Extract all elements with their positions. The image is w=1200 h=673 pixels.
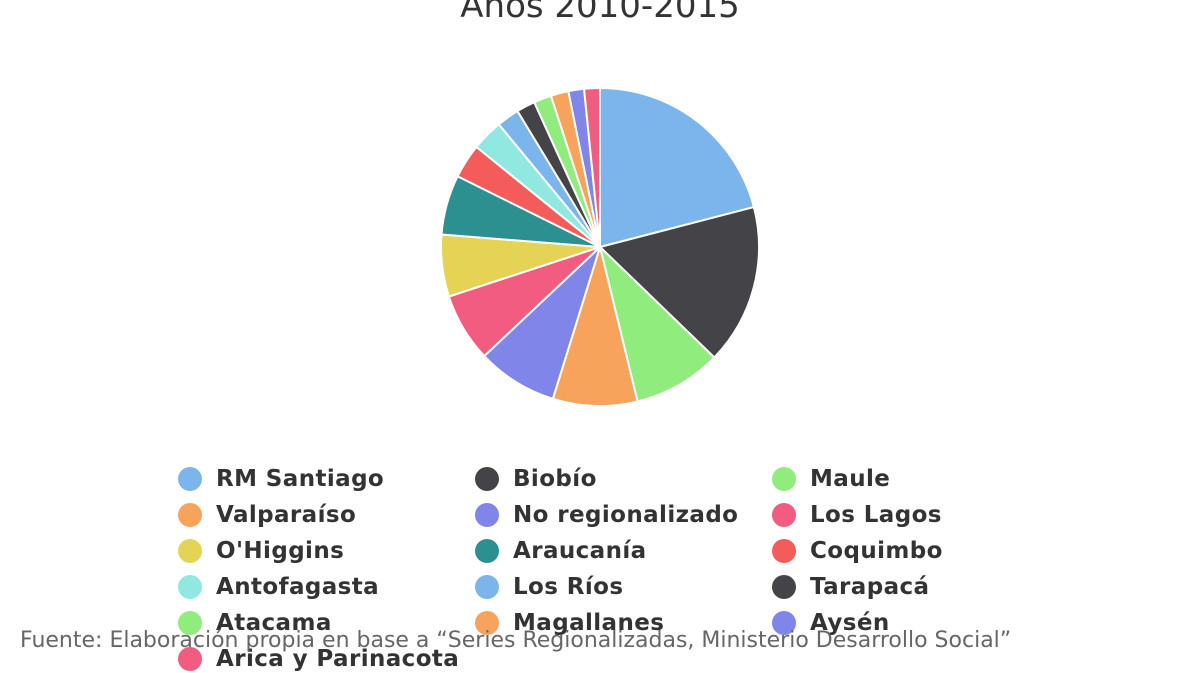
legend-item[interactable]: Atacama [178, 609, 332, 637]
legend-marker [178, 539, 202, 563]
pie-slice-2[interactable] [599, 206, 760, 359]
legend-label: RM Santiago [216, 466, 385, 492]
legend-marker [475, 503, 499, 527]
legend-label: Los Lagos [810, 502, 942, 528]
legend-marker [772, 575, 796, 599]
legend-marker [475, 611, 499, 635]
legend-marker [772, 503, 796, 527]
legend-marker [475, 467, 499, 491]
legend-item[interactable]: Antofagasta [178, 573, 379, 601]
legend-item[interactable]: Valparaíso [178, 501, 356, 529]
legend-label: Aysén [810, 610, 890, 636]
legend-marker [772, 539, 796, 563]
legend-label: Tarapacá [810, 574, 930, 600]
legend-marker [475, 575, 499, 599]
legend-item[interactable]: Magallanes [475, 609, 664, 637]
legend-label: Biobío [513, 466, 597, 492]
legend-marker [178, 611, 202, 635]
legend-label: Coquimbo [810, 538, 943, 564]
legend-marker [475, 539, 499, 563]
legend-marker [772, 611, 796, 635]
legend-label: Maule [810, 466, 891, 492]
legend-marker [178, 503, 202, 527]
legend-label: Araucanía [513, 538, 647, 564]
legend-item[interactable]: Aysén [772, 609, 890, 637]
legend-marker [772, 467, 796, 491]
legend-label: Antofagasta [216, 574, 380, 600]
pie-slice-16[interactable] [583, 87, 601, 248]
legend-item[interactable]: Biobío [475, 465, 597, 493]
legend-item[interactable]: RM Santiago [178, 465, 384, 493]
legend-marker [178, 467, 202, 491]
legend-label: O'Higgins [216, 538, 345, 564]
legend-item[interactable]: Coquimbo [772, 537, 943, 565]
legend-item[interactable]: Araucanía [475, 537, 647, 565]
legend-item[interactable]: Los Ríos [475, 573, 623, 601]
legend-label: Atacama [216, 610, 332, 636]
legend-item[interactable]: Maule [772, 465, 890, 493]
legend-label: Los Ríos [513, 574, 624, 600]
legend-item[interactable]: Tarapacá [772, 573, 929, 601]
source-note: Fuente: Elaboración propia en base a “Se… [20, 628, 1012, 653]
legend-label: No regionalizado [513, 502, 739, 528]
legend-marker [178, 575, 202, 599]
legend-item[interactable]: O'Higgins [178, 537, 344, 565]
pie-chart [440, 87, 760, 408]
chart-title: Años 2010-2015 [460, 0, 740, 26]
legend-item[interactable]: No regionalizado [475, 501, 738, 529]
legend-item[interactable]: Los Lagos [772, 501, 942, 529]
pie-slice-4[interactable] [551, 246, 639, 408]
legend-label: Valparaíso [216, 502, 357, 528]
pie-slice-1[interactable] [599, 87, 755, 248]
legend-label: Magallanes [513, 610, 665, 636]
